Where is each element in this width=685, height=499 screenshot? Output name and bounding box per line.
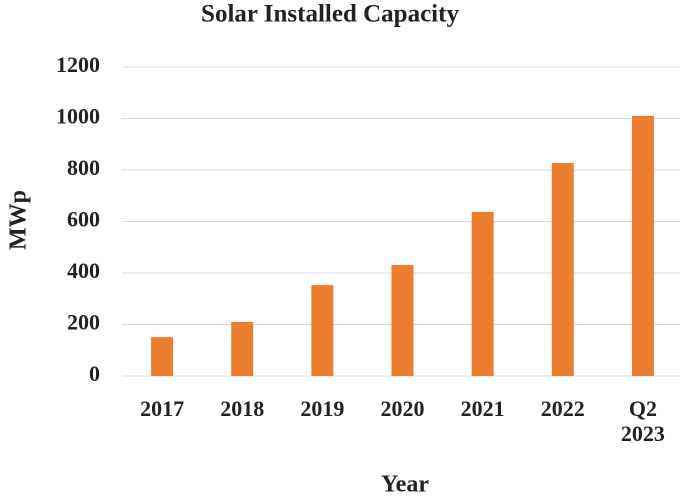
x-tick-label: 2019 — [300, 396, 345, 421]
x-tick-label: Q2 2023 — [620, 396, 665, 446]
bar — [231, 321, 254, 376]
x-tick-label: 2018 — [220, 396, 265, 421]
y-tick-label: 1000 — [56, 104, 100, 129]
bar — [391, 265, 414, 376]
bar — [631, 115, 654, 377]
y-tick-label: 600 — [67, 207, 100, 232]
y-tick-label: 800 — [67, 155, 100, 180]
x-tick-label: 2017 — [140, 396, 185, 421]
y-tick-label: 1200 — [56, 52, 100, 77]
x-tick-label: 2022 — [540, 396, 585, 421]
bar — [551, 163, 574, 376]
x-axis-title: Year — [381, 472, 429, 498]
y-tick-label: 200 — [67, 310, 100, 335]
chart-title: Solar Installed Capacity — [201, 1, 459, 28]
bar — [471, 211, 494, 376]
x-tick-label: 2021 — [460, 396, 505, 421]
y-tick-label: 0 — [89, 361, 100, 386]
bar — [311, 285, 334, 376]
y-axis-title: MWp — [6, 190, 32, 250]
bar — [151, 337, 174, 376]
x-tick-label: 2020 — [380, 396, 425, 421]
y-tick-label: 400 — [67, 258, 100, 283]
